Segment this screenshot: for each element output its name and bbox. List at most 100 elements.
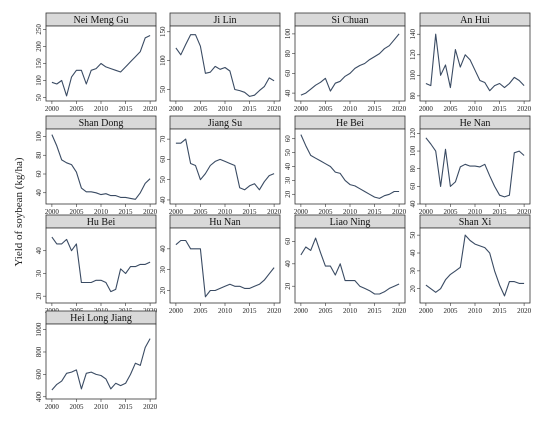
x-tick-label: 2015 [493,105,508,113]
y-tick-label: 1000 [35,322,43,337]
x-tick-label: 2020 [267,307,282,315]
x-tick-label: 2020 [517,307,532,315]
plot-area [294,25,406,102]
y-tick-label: 70 [159,135,167,143]
x-tick-label: 2005 [69,208,84,216]
y-tick-label: 250 [35,24,43,35]
panel-title: Hu Bei [87,217,116,228]
y-tick-label: 60 [35,170,43,178]
panel-jiang-su: Jiang Su 40 50 60 70 2000 2005 2010 2015 2020 [159,115,282,216]
x-tick-label: 2005 [193,105,208,113]
x-tick-label: 2005 [443,105,458,113]
series-line-shan-dong [51,134,151,200]
x-tick-label: 2020 [392,307,407,315]
x-tick-label: 2015 [243,208,258,216]
y-tick-label: 40 [284,163,292,171]
x-tick-label: 2015 [368,307,383,315]
x-tick-label: 2010 [468,208,483,216]
y-tick-label: 600 [35,369,43,380]
panel-hu-nan: Hu Nan 20 30 40 2000 2005 2010 2015 2020 [159,214,282,315]
plot-area [294,128,406,205]
x-tick-label: 2005 [193,208,208,216]
panel-si-chuan: Si Chuan 40 60 80 100 2000 2005 2010 2015 2020 [284,12,407,113]
x-tick-label: 2010 [94,208,109,216]
x-tick-label: 2005 [318,307,333,315]
y-tick-label: 20 [284,282,292,290]
y-tick-label: 60 [284,135,292,143]
y-tick-label: 50 [159,85,167,93]
plot-area [45,227,157,304]
x-tick-label: 2020 [392,208,407,216]
panel-title: Shan Dong [79,118,124,129]
y-tick-label: 30 [409,267,417,275]
x-tick-label: 2020 [267,208,282,216]
panel-title: Hei Long Jiang [70,313,132,324]
x-tick-label: 2000 [169,307,184,315]
x-tick-label: 2005 [69,403,84,411]
panel-title: Nei Meng Gu [74,15,129,26]
panel-shan-dong: Shan Dong 40 60 80 100 2000 2005 2010 2015 2020 [35,115,158,216]
y-tick-label: 100 [409,145,417,156]
x-tick-label: 2000 [419,105,434,113]
panel-title: An Hui [460,15,490,26]
y-tick-label: 50 [159,176,167,184]
y-tick-label: 50 [284,149,292,157]
x-tick-label: 2005 [318,105,333,113]
panel-title: Hu Nan [209,217,240,228]
y-tick-label: 100 [35,131,43,142]
x-tick-label: 2020 [143,105,158,113]
y-tick-label: 100 [284,28,292,39]
panel-an-hui: An Hui 80 100 120 140 2000 2005 2010 2015 2020 [409,12,532,113]
series-line-an-hui [425,33,525,92]
y-tick-label: 30 [35,269,43,277]
y-tick-label: 40 [409,249,417,257]
y-tick-label: 40 [35,247,43,255]
series-line-jiang-su [175,138,275,191]
series-line-hu-bei [51,236,151,293]
y-tick-label: 30 [284,176,292,184]
y-tick-label: 140 [409,28,417,39]
x-tick-label: 2010 [218,208,233,216]
y-tick-label: 40 [284,89,292,97]
x-tick-label: 2015 [119,105,134,113]
panel-title: Ji Lin [213,15,236,26]
plot-area [45,323,157,400]
x-tick-label: 2010 [468,105,483,113]
series-line-hu-nan [175,239,275,298]
x-tick-label: 2010 [218,307,233,315]
x-tick-label: 2015 [119,208,134,216]
panel-title: Liao Ning [330,217,371,228]
y-tick-label: 80 [409,92,417,100]
plot-area [169,128,281,205]
panel-hu-bei: Hu Bei20304020002005201020152020 [35,214,158,315]
x-tick-label: 2010 [218,105,233,113]
panel-ji-lin: Ji Lin 50 100 150 2000 2005 2010 2015 2020 [159,12,282,113]
x-tick-label: 2000 [294,208,309,216]
x-tick-label: 2005 [443,307,458,315]
panel-title: He Nan [460,118,491,129]
x-tick-label: 2020 [143,403,158,411]
y-tick-label: 20 [284,190,292,198]
y-axis-label: Yield of soybean (kg/ha) [13,157,25,266]
y-tick-label: 200 [35,41,43,52]
y-tick-label: 80 [35,151,43,159]
x-tick-label: 2010 [343,105,358,113]
panel-liao-ning: Liao Ning 20 40 60 2000 2005 2010 2015 2020 [284,214,407,315]
y-tick-label: 40 [159,245,167,253]
series-line-shan-xi [425,234,525,297]
y-tick-label: 120 [409,49,417,60]
x-tick-label: 2000 [45,208,60,216]
panel-title: He Bei [336,118,364,129]
y-tick-label: 120 [409,128,417,139]
x-tick-label: 2015 [493,208,508,216]
x-tick-label: 2000 [419,307,434,315]
x-tick-label: 2010 [343,208,358,216]
x-tick-label: 2010 [343,307,358,315]
series-line-liao-ning [300,237,400,295]
panel-title: Shan Xi [459,217,492,228]
x-tick-label: 2015 [243,307,258,315]
panel-title: Jiang Su [208,118,242,129]
y-tick-label: 60 [159,155,167,163]
